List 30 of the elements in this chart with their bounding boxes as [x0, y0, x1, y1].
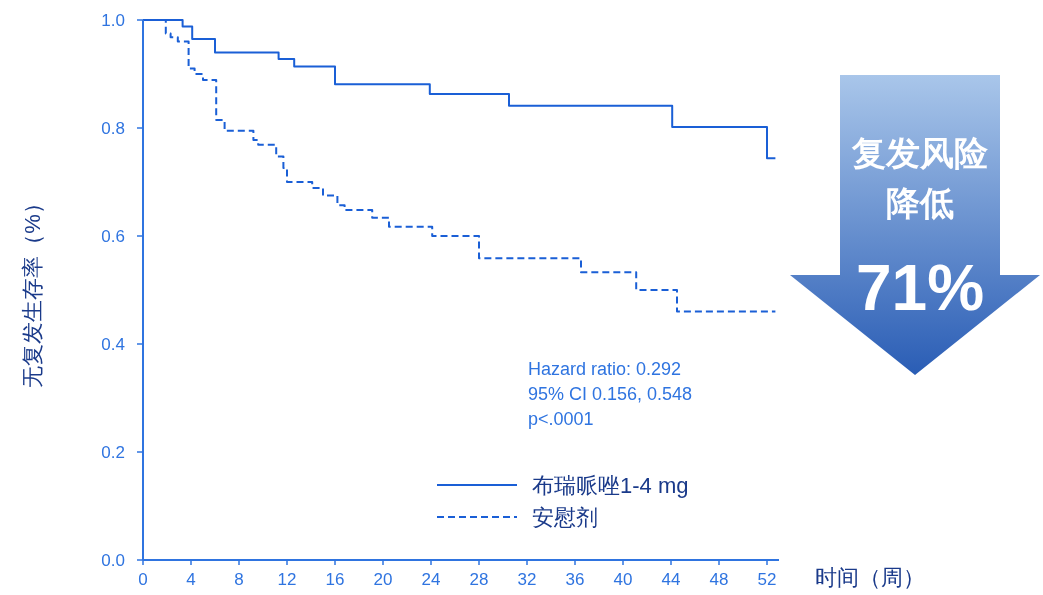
y-axis-title: 无复发生存率（%） [20, 192, 45, 388]
x-tick-label: 24 [421, 570, 441, 589]
x-tick-label: 20 [373, 570, 393, 589]
legend-label: 布瑞哌唑1-4 mg [532, 472, 689, 498]
x-tick-label: 36 [565, 570, 585, 589]
x-tick-label: 12 [277, 570, 297, 589]
x-tick-label: 40 [613, 570, 633, 589]
x-tick-label: 4 [186, 570, 196, 589]
x-tick-label: 44 [661, 570, 681, 589]
x-tick-label: 32 [517, 570, 537, 589]
y-tick-label: 0.6 [101, 226, 125, 246]
y-tick-label: 0.8 [101, 118, 125, 138]
x-tick-label: 28 [469, 570, 489, 589]
x-tick-label: 48 [709, 570, 729, 589]
x-axis-title: 时间（周） [815, 565, 925, 590]
text: 复发风险 [851, 134, 988, 172]
y-tick-label: 0.2 [101, 442, 125, 462]
legend-label: 安慰剂 [532, 504, 598, 530]
annotation: p<.0001 [528, 409, 594, 429]
y-tick-label: 0.0 [101, 550, 125, 570]
x-tick-label: 0 [138, 570, 148, 589]
annotation: Hazard ratio: 0.292 [528, 359, 682, 379]
x-tick-label: 8 [234, 570, 244, 589]
text: 降低 [886, 184, 954, 222]
y-tick-label: 1.0 [101, 10, 125, 30]
x-tick-label: 52 [757, 570, 777, 589]
x-tick-label: 16 [325, 570, 345, 589]
y-tick-label: 0.4 [101, 334, 125, 354]
annotation: 95% CI 0.156, 0.548 [528, 384, 693, 404]
text: 71% [855, 252, 985, 324]
